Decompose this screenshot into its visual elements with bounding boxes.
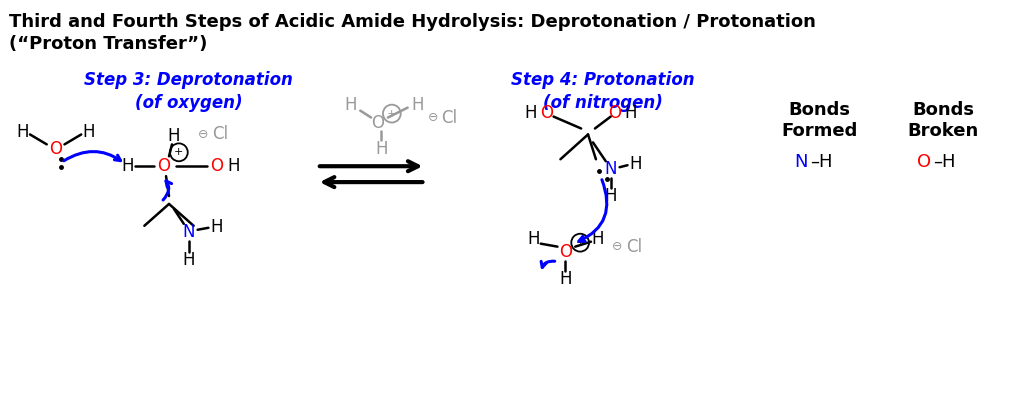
Text: H: H (227, 157, 240, 175)
Text: H: H (182, 251, 195, 269)
Text: O: O (157, 157, 171, 175)
Text: +: + (387, 109, 396, 119)
Text: H: H (527, 230, 540, 248)
Text: H: H (210, 218, 222, 236)
Text: (“Proton Transfer”): (“Proton Transfer”) (9, 35, 208, 53)
Text: O: O (608, 104, 621, 122)
Text: H: H (559, 270, 572, 288)
Text: (of nitrogen): (of nitrogen) (543, 94, 663, 112)
Text: H: H (82, 123, 94, 141)
Text: H: H (375, 140, 388, 158)
Text: H: H (168, 127, 180, 145)
Text: H: H (605, 187, 617, 205)
Text: H: H (121, 157, 133, 175)
Text: Bonds: Bonds (789, 100, 851, 119)
Text: O: O (540, 104, 553, 122)
Text: Step 4: Protonation: Step 4: Protonation (511, 71, 695, 89)
Text: O: O (371, 113, 385, 132)
Text: Step 3: Deprotonation: Step 3: Deprotonation (85, 71, 294, 89)
Text: Cl: Cl (212, 125, 229, 143)
Text: +: + (576, 238, 585, 248)
Text: H: H (591, 230, 604, 248)
Text: Broken: Broken (908, 123, 978, 141)
Text: H: H (524, 104, 537, 122)
Text: ⊖: ⊖ (612, 240, 622, 253)
Text: ⊖: ⊖ (428, 111, 438, 124)
Text: O: O (917, 153, 932, 171)
Text: Cl: Cl (440, 109, 457, 126)
Text: H: H (344, 96, 357, 113)
Text: H: H (17, 123, 29, 141)
Text: Third and Fourth Steps of Acidic Amide Hydrolysis: Deprotonation / Protonation: Third and Fourth Steps of Acidic Amide H… (9, 13, 816, 31)
Text: +: + (174, 147, 184, 157)
Text: Formed: Formed (782, 123, 858, 141)
Text: Bonds: Bonds (912, 100, 974, 119)
Text: O: O (50, 140, 62, 158)
Text: O: O (210, 157, 223, 175)
Text: –H: –H (810, 153, 832, 171)
Text: O: O (558, 243, 572, 260)
Text: N: N (182, 223, 195, 241)
Text: (of oxygen): (of oxygen) (134, 94, 243, 112)
Text: N: N (605, 160, 617, 178)
Text: ⊖: ⊖ (199, 128, 209, 141)
Text: –H: –H (933, 153, 955, 171)
Text: N: N (794, 153, 808, 171)
Text: Cl: Cl (627, 238, 642, 256)
Text: H: H (629, 155, 642, 173)
Text: H: H (625, 104, 637, 122)
Text: H: H (412, 96, 424, 113)
